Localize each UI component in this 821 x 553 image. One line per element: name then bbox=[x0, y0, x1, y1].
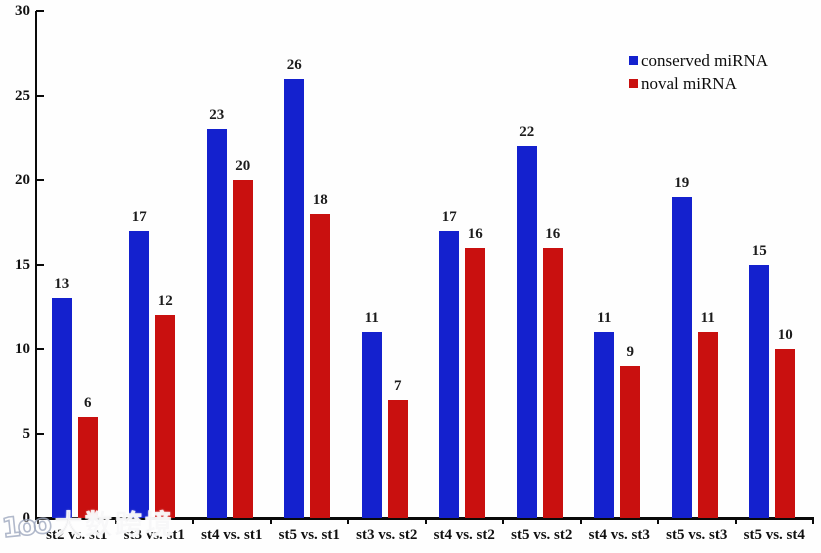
bar-noval-miRNA-st5-vs-st3 bbox=[697, 332, 718, 518]
value-label-conserved-miRNA-st5-vs-st1: 26 bbox=[286, 56, 302, 73]
y-axis-tick-0 bbox=[36, 517, 44, 519]
legend: conserved miRNA noval miRNA bbox=[629, 49, 768, 95]
bar-conserved-miRNA-st4-vs-st2 bbox=[439, 230, 460, 518]
legend-item-conserved-miRNA: conserved miRNA bbox=[629, 49, 768, 72]
bar-conserved-miRNA-st5-vs-st2 bbox=[516, 146, 537, 518]
y-axis-tick-5 bbox=[36, 432, 44, 435]
category-label-st4-vs-st1: st4 vs. st1 bbox=[201, 527, 263, 543]
bar-noval-miRNA-st5-vs-st1 bbox=[310, 213, 331, 518]
y-axis-tick-label-5: 5 bbox=[22, 425, 31, 442]
x-axis-tick-0 bbox=[37, 518, 39, 524]
category-label-st2-vs-st1: st2 vs. st1 bbox=[46, 527, 108, 543]
value-label-noval-miRNA-st3-vs-st2: 7 bbox=[394, 377, 402, 394]
y-axis-tick-label-25: 25 bbox=[15, 87, 30, 104]
value-label-noval-miRNA-st2-vs-st1: 6 bbox=[84, 394, 92, 411]
category-label-st4-vs-st2: st4 vs. st2 bbox=[433, 527, 495, 543]
bar-conserved-miRNA-st3-vs-st2 bbox=[361, 332, 382, 518]
value-label-conserved-miRNA-st4-vs-st2: 17 bbox=[441, 208, 457, 225]
bar-noval-miRNA-st5-vs-st2 bbox=[542, 247, 563, 518]
bar-noval-miRNA-st4-vs-st1 bbox=[232, 180, 253, 518]
legend-item-noval-miRNA: noval miRNA bbox=[629, 72, 768, 95]
x-axis-tick-7 bbox=[579, 518, 582, 524]
x-axis-tick-10 bbox=[812, 518, 814, 524]
legend-label: conserved miRNA bbox=[641, 50, 769, 70]
legend-swatch-icon bbox=[629, 56, 638, 65]
category-label-st3-vs-st2: st3 vs. st2 bbox=[356, 527, 418, 543]
bar-noval-miRNA-st3-vs-st2 bbox=[387, 399, 408, 518]
category-label-st4-vs-st3: st4 vs. st3 bbox=[588, 527, 650, 543]
y-axis-tick-30 bbox=[36, 10, 44, 12]
bar-noval-miRNA-st5-vs-st4 bbox=[775, 349, 796, 518]
category-label-st5-vs-st3: st5 vs. st3 bbox=[666, 527, 728, 543]
y-axis-tick-10 bbox=[36, 348, 44, 350]
x-axis-tick-3 bbox=[269, 518, 272, 524]
category-label-st5-vs-st4: st5 vs. st4 bbox=[743, 527, 805, 543]
bar-conserved-miRNA-st3-vs-st1 bbox=[129, 230, 150, 518]
y-axis-tick-label-10: 10 bbox=[15, 341, 30, 357]
y-axis-tick-20 bbox=[36, 179, 44, 181]
y-axis-tick-label-0: 0 bbox=[22, 510, 31, 526]
category-label-st3-vs-st1: st3 vs. st1 bbox=[123, 527, 185, 543]
value-label-noval-miRNA-st4-vs-st2: 16 bbox=[467, 225, 483, 242]
y-axis-tick-label-20: 20 bbox=[15, 172, 30, 188]
bar-conserved-miRNA-st5-vs-st4 bbox=[749, 264, 770, 518]
value-label-noval-miRNA-st3-vs-st1: 12 bbox=[157, 293, 173, 310]
value-label-noval-miRNA-st4-vs-st3: 9 bbox=[626, 343, 635, 360]
value-label-conserved-miRNA-st3-vs-st2: 11 bbox=[364, 310, 379, 327]
y-axis-tick-label-30: 30 bbox=[15, 3, 30, 19]
value-label-conserved-miRNA-st4-vs-st3: 11 bbox=[597, 310, 612, 327]
value-label-conserved-miRNA-st5-vs-st3: 19 bbox=[674, 174, 690, 191]
value-label-noval-miRNA-st4-vs-st1: 20 bbox=[235, 158, 251, 174]
value-label-noval-miRNA-st5-vs-st4: 10 bbox=[777, 327, 793, 343]
category-label-st5-vs-st1: st5 vs. st1 bbox=[278, 527, 340, 543]
value-label-noval-miRNA-st5-vs-st3: 11 bbox=[700, 310, 715, 327]
bar-conserved-miRNA-st5-vs-st1 bbox=[284, 78, 305, 518]
legend-label: noval miRNA bbox=[641, 73, 737, 93]
bar-noval-miRNA-st4-vs-st2 bbox=[465, 247, 486, 518]
legend-swatch-icon bbox=[629, 79, 638, 88]
bar-conserved-miRNA-st5-vs-st3 bbox=[671, 196, 692, 518]
y-axis-tick-label-15: 15 bbox=[15, 256, 30, 273]
bar-noval-miRNA-st2-vs-st1 bbox=[77, 416, 98, 518]
category-label-st5-vs-st2: st5 vs. st2 bbox=[511, 527, 573, 543]
bar-conserved-miRNA-st4-vs-st3 bbox=[594, 332, 615, 518]
y-axis-tick-15 bbox=[36, 263, 44, 266]
bar-conserved-miRNA-st4-vs-st1 bbox=[206, 129, 227, 518]
value-label-conserved-miRNA-st5-vs-st2: 22 bbox=[519, 124, 535, 141]
x-axis-tick-6 bbox=[502, 518, 504, 524]
x-axis-tick-8 bbox=[657, 518, 659, 524]
value-label-conserved-miRNA-st2-vs-st1: 13 bbox=[54, 276, 70, 293]
x-axis-tick-2 bbox=[192, 518, 194, 524]
bar-noval-miRNA-st4-vs-st3 bbox=[620, 365, 641, 518]
value-label-conserved-miRNA-st5-vs-st4: 15 bbox=[751, 242, 767, 259]
y-axis-line bbox=[35, 11, 37, 520]
value-label-noval-miRNA-st5-vs-st1: 18 bbox=[312, 191, 328, 208]
bar-conserved-miRNA-st2-vs-st1 bbox=[51, 298, 72, 518]
x-axis-tick-9 bbox=[734, 518, 737, 524]
value-label-noval-miRNA-st5-vs-st2: 16 bbox=[545, 225, 561, 242]
y-axis-tick-25 bbox=[36, 94, 44, 97]
value-label-conserved-miRNA-st4-vs-st1: 23 bbox=[209, 107, 225, 124]
x-axis-tick-4 bbox=[347, 518, 349, 524]
x-axis-tick-1 bbox=[114, 518, 117, 524]
value-label-conserved-miRNA-st3-vs-st1: 17 bbox=[131, 208, 147, 225]
bar-noval-miRNA-st3-vs-st1 bbox=[155, 315, 176, 518]
x-axis-tick-5 bbox=[424, 518, 427, 524]
